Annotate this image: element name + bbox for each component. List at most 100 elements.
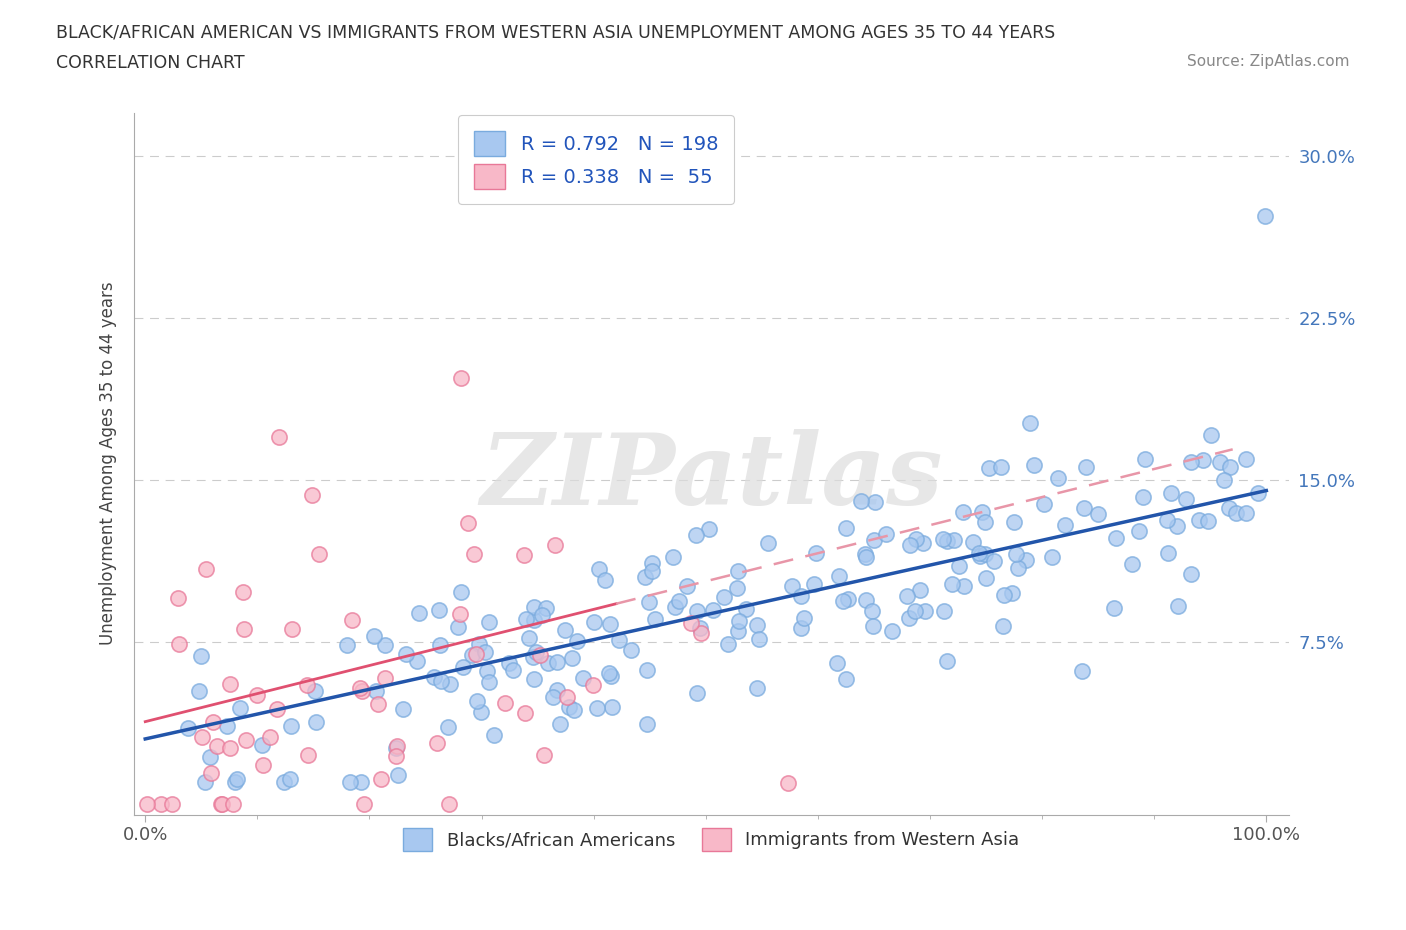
Point: [1234, 451, 1257, 466]
Point: [993, 588, 1015, 603]
Point: [450, 584, 472, 599]
Point: [634, 570, 657, 585]
Point: [974, 570, 997, 585]
Point: [935, 653, 957, 668]
Point: [226, 772, 249, 787]
Point: [537, 656, 560, 671]
Point: [522, 600, 544, 615]
Point: [1157, 546, 1180, 561]
Point: [198, 750, 221, 764]
Point: [273, 775, 295, 790]
Point: [1102, 601, 1125, 616]
Point: [1132, 489, 1154, 504]
Point: [1236, 506, 1258, 521]
Point: [727, 564, 749, 578]
Point: [374, 637, 396, 652]
Point: [952, 578, 974, 593]
Point: [406, 654, 429, 669]
Point: [215, 719, 238, 734]
Point: [593, 573, 616, 588]
Point: [685, 527, 707, 542]
Point: [904, 604, 927, 618]
Point: [599, 617, 621, 631]
Point: [218, 677, 240, 692]
Point: [1219, 459, 1241, 474]
Point: [1073, 501, 1095, 516]
Point: [898, 538, 921, 552]
Point: [990, 459, 1012, 474]
Point: [336, 637, 359, 652]
Point: [793, 610, 815, 625]
Point: [638, 595, 661, 610]
Point: [515, 611, 537, 626]
Point: [1128, 524, 1150, 538]
Point: [832, 593, 855, 608]
Point: [952, 505, 974, 520]
Point: [804, 546, 827, 561]
Point: [914, 604, 936, 618]
Point: [160, 796, 183, 811]
Point: [548, 717, 571, 732]
Point: [727, 624, 749, 639]
Point: [392, 702, 415, 717]
Point: [1022, 458, 1045, 473]
Point: [211, 796, 233, 811]
Point: [1087, 507, 1109, 522]
Point: [1213, 472, 1236, 487]
Point: [200, 765, 222, 780]
Point: [437, 720, 460, 735]
Point: [583, 615, 606, 630]
Point: [177, 721, 200, 736]
Point: [437, 796, 460, 811]
Point: [668, 593, 690, 608]
Point: [897, 610, 920, 625]
Point: [778, 776, 800, 790]
Point: [1192, 453, 1215, 468]
Point: [962, 535, 984, 550]
Point: [1166, 518, 1188, 533]
Point: [1046, 471, 1069, 485]
Point: [498, 656, 520, 671]
Point: [543, 690, 565, 705]
Point: [641, 556, 664, 571]
Point: [756, 536, 779, 551]
Point: [1225, 506, 1247, 521]
Point: [598, 665, 620, 680]
Point: [697, 522, 720, 537]
Point: [1253, 209, 1275, 224]
Point: [523, 612, 546, 627]
Point: [1007, 561, 1029, 576]
Point: [1156, 512, 1178, 527]
Point: [385, 738, 408, 753]
Point: [529, 647, 551, 662]
Point: [1201, 427, 1223, 442]
Point: [1015, 552, 1038, 567]
Text: CORRELATION CHART: CORRELATION CHART: [56, 54, 245, 72]
Point: [202, 714, 225, 729]
Point: [702, 603, 724, 618]
Point: [896, 589, 918, 604]
Point: [266, 701, 288, 716]
Point: [1121, 557, 1143, 572]
Point: [349, 681, 371, 696]
Point: [789, 589, 811, 604]
Point: [588, 562, 610, 577]
Point: [1175, 491, 1198, 506]
Text: BLACK/AFRICAN AMERICAN VS IMMIGRANTS FROM WESTERN ASIA UNEMPLOYMENT AMONG AGES 3: BLACK/AFRICAN AMERICAN VS IMMIGRANTS FRO…: [56, 23, 1056, 41]
Point: [860, 604, 883, 619]
Point: [1180, 455, 1202, 470]
Point: [554, 622, 576, 637]
Point: [387, 768, 409, 783]
Point: [912, 536, 935, 551]
Point: [686, 685, 709, 700]
Point: [582, 678, 605, 693]
Point: [882, 623, 904, 638]
Point: [457, 515, 479, 530]
Point: [280, 622, 302, 637]
Point: [374, 671, 396, 686]
Point: [465, 694, 488, 709]
Point: [447, 619, 470, 634]
Point: [565, 633, 588, 648]
Point: [734, 602, 756, 617]
Point: [558, 700, 581, 715]
